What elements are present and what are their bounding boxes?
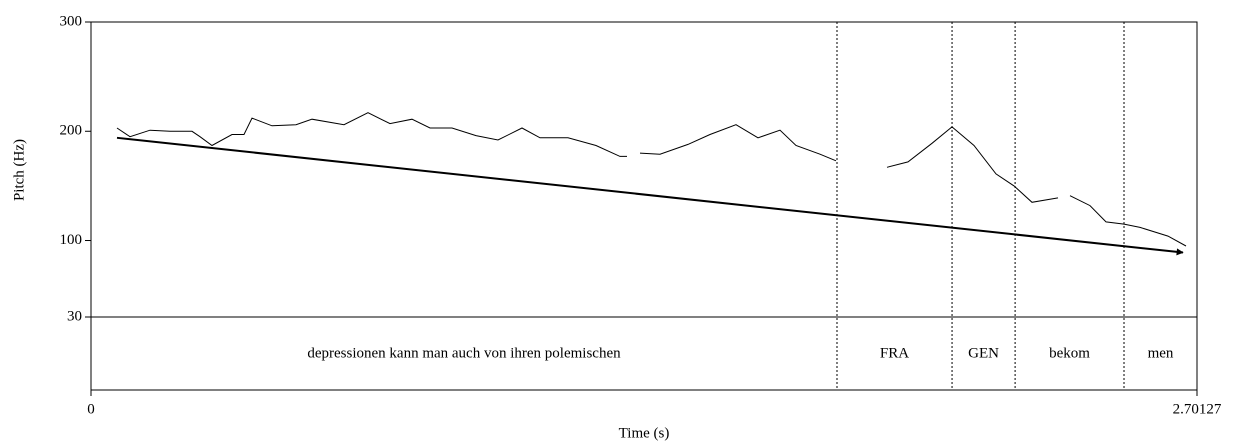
y-tick-label: 200: [60, 123, 83, 139]
x-tick-label: 0: [87, 401, 95, 417]
x-axis-label: Time (s): [619, 425, 670, 441]
interval-label: bekom: [1049, 345, 1090, 361]
interval-label: FRA: [880, 345, 909, 361]
pitch-contour: [116, 112, 1187, 247]
x-tick-label: 2.70127: [1173, 401, 1222, 417]
y-tick-label: 100: [60, 232, 83, 248]
interval-label: GEN: [968, 345, 999, 361]
y-tick-label: 300: [60, 13, 83, 29]
y-tick-label: 30: [67, 308, 82, 324]
y-axis-label: Pitch (Hz): [11, 139, 27, 201]
plot-frame: [90, 21, 1198, 391]
interval-label: depressionen kann man auch von ihren pol…: [307, 345, 621, 361]
trend-arrow: [116, 136, 1184, 256]
interval-label: men: [1148, 345, 1174, 361]
